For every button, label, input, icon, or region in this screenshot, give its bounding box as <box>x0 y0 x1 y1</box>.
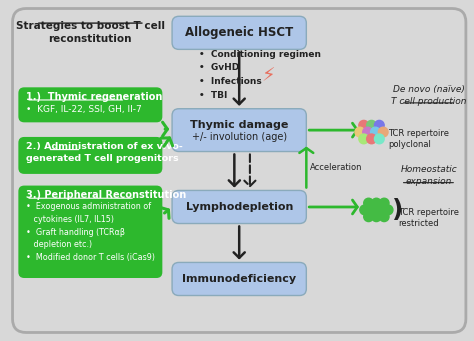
Circle shape <box>378 127 388 137</box>
Text: ⚡: ⚡ <box>262 66 275 85</box>
Text: generated T cell progenitors: generated T cell progenitors <box>26 154 179 163</box>
Text: 3.) Peripheral Reconstitution: 3.) Peripheral Reconstitution <box>26 190 186 200</box>
Text: •  Graft handling (TCRαβ: • Graft handling (TCRαβ <box>26 228 125 237</box>
Text: 1.)  Thymic regeneration: 1.) Thymic regeneration <box>26 92 163 102</box>
Circle shape <box>375 205 385 215</box>
Circle shape <box>367 134 376 144</box>
Circle shape <box>364 212 374 222</box>
Text: cytokines (IL7, IL15): cytokines (IL7, IL15) <box>26 215 114 224</box>
Circle shape <box>359 120 369 130</box>
Text: •  KGF, IL-22, SSI, GH, Il-7: • KGF, IL-22, SSI, GH, Il-7 <box>26 105 142 114</box>
Text: depletion etc.): depletion etc.) <box>26 240 92 249</box>
Text: Acceleration: Acceleration <box>310 163 363 172</box>
Circle shape <box>379 212 389 222</box>
Text: Thymic damage: Thymic damage <box>190 120 288 130</box>
Circle shape <box>360 205 370 215</box>
FancyBboxPatch shape <box>172 263 306 296</box>
Text: Immunodeficiency: Immunodeficiency <box>182 274 296 284</box>
Circle shape <box>367 120 376 130</box>
Circle shape <box>379 198 389 208</box>
Circle shape <box>355 127 365 137</box>
Text: Strategies to boost T cell
reconstitution: Strategies to boost T cell reconstitutio… <box>16 21 165 44</box>
Circle shape <box>383 205 393 215</box>
Circle shape <box>374 134 384 144</box>
FancyBboxPatch shape <box>18 186 163 278</box>
Text: •  Exogenous administration of: • Exogenous administration of <box>26 203 151 211</box>
Circle shape <box>363 127 373 137</box>
Text: •  GvHD: • GvHD <box>200 63 239 72</box>
Circle shape <box>364 198 374 208</box>
Text: ): ) <box>392 198 403 222</box>
Text: Allogeneic HSCT: Allogeneic HSCT <box>185 26 293 39</box>
Circle shape <box>372 212 381 222</box>
FancyBboxPatch shape <box>18 87 163 122</box>
Text: De novo (naïve)
T cell production: De novo (naïve) T cell production <box>391 85 467 105</box>
FancyBboxPatch shape <box>172 109 306 151</box>
Circle shape <box>359 134 369 144</box>
Text: 2.) Administration of ex vivo-: 2.) Administration of ex vivo- <box>26 142 183 151</box>
FancyBboxPatch shape <box>12 9 466 332</box>
Text: •  TBI: • TBI <box>200 91 228 100</box>
FancyBboxPatch shape <box>18 137 163 174</box>
Text: Homeostatic
expansion: Homeostatic expansion <box>401 165 457 186</box>
Text: •  Conditioning regimen: • Conditioning regimen <box>200 50 321 59</box>
Text: TCR repertoire
polyclonal: TCR repertoire polyclonal <box>388 129 449 149</box>
Text: TCR repertoire
restricted: TCR repertoire restricted <box>398 208 459 228</box>
Circle shape <box>372 198 381 208</box>
Text: •  Modified donor T cells (iCas9): • Modified donor T cells (iCas9) <box>26 253 155 262</box>
Circle shape <box>371 127 380 137</box>
Circle shape <box>374 120 384 130</box>
Text: •  Infections: • Infections <box>200 77 262 86</box>
FancyBboxPatch shape <box>172 16 306 49</box>
Text: +/- involution (age): +/- involution (age) <box>191 132 287 142</box>
Text: Lymphodepletion: Lymphodepletion <box>185 202 293 212</box>
Circle shape <box>368 205 377 215</box>
FancyBboxPatch shape <box>172 190 306 223</box>
